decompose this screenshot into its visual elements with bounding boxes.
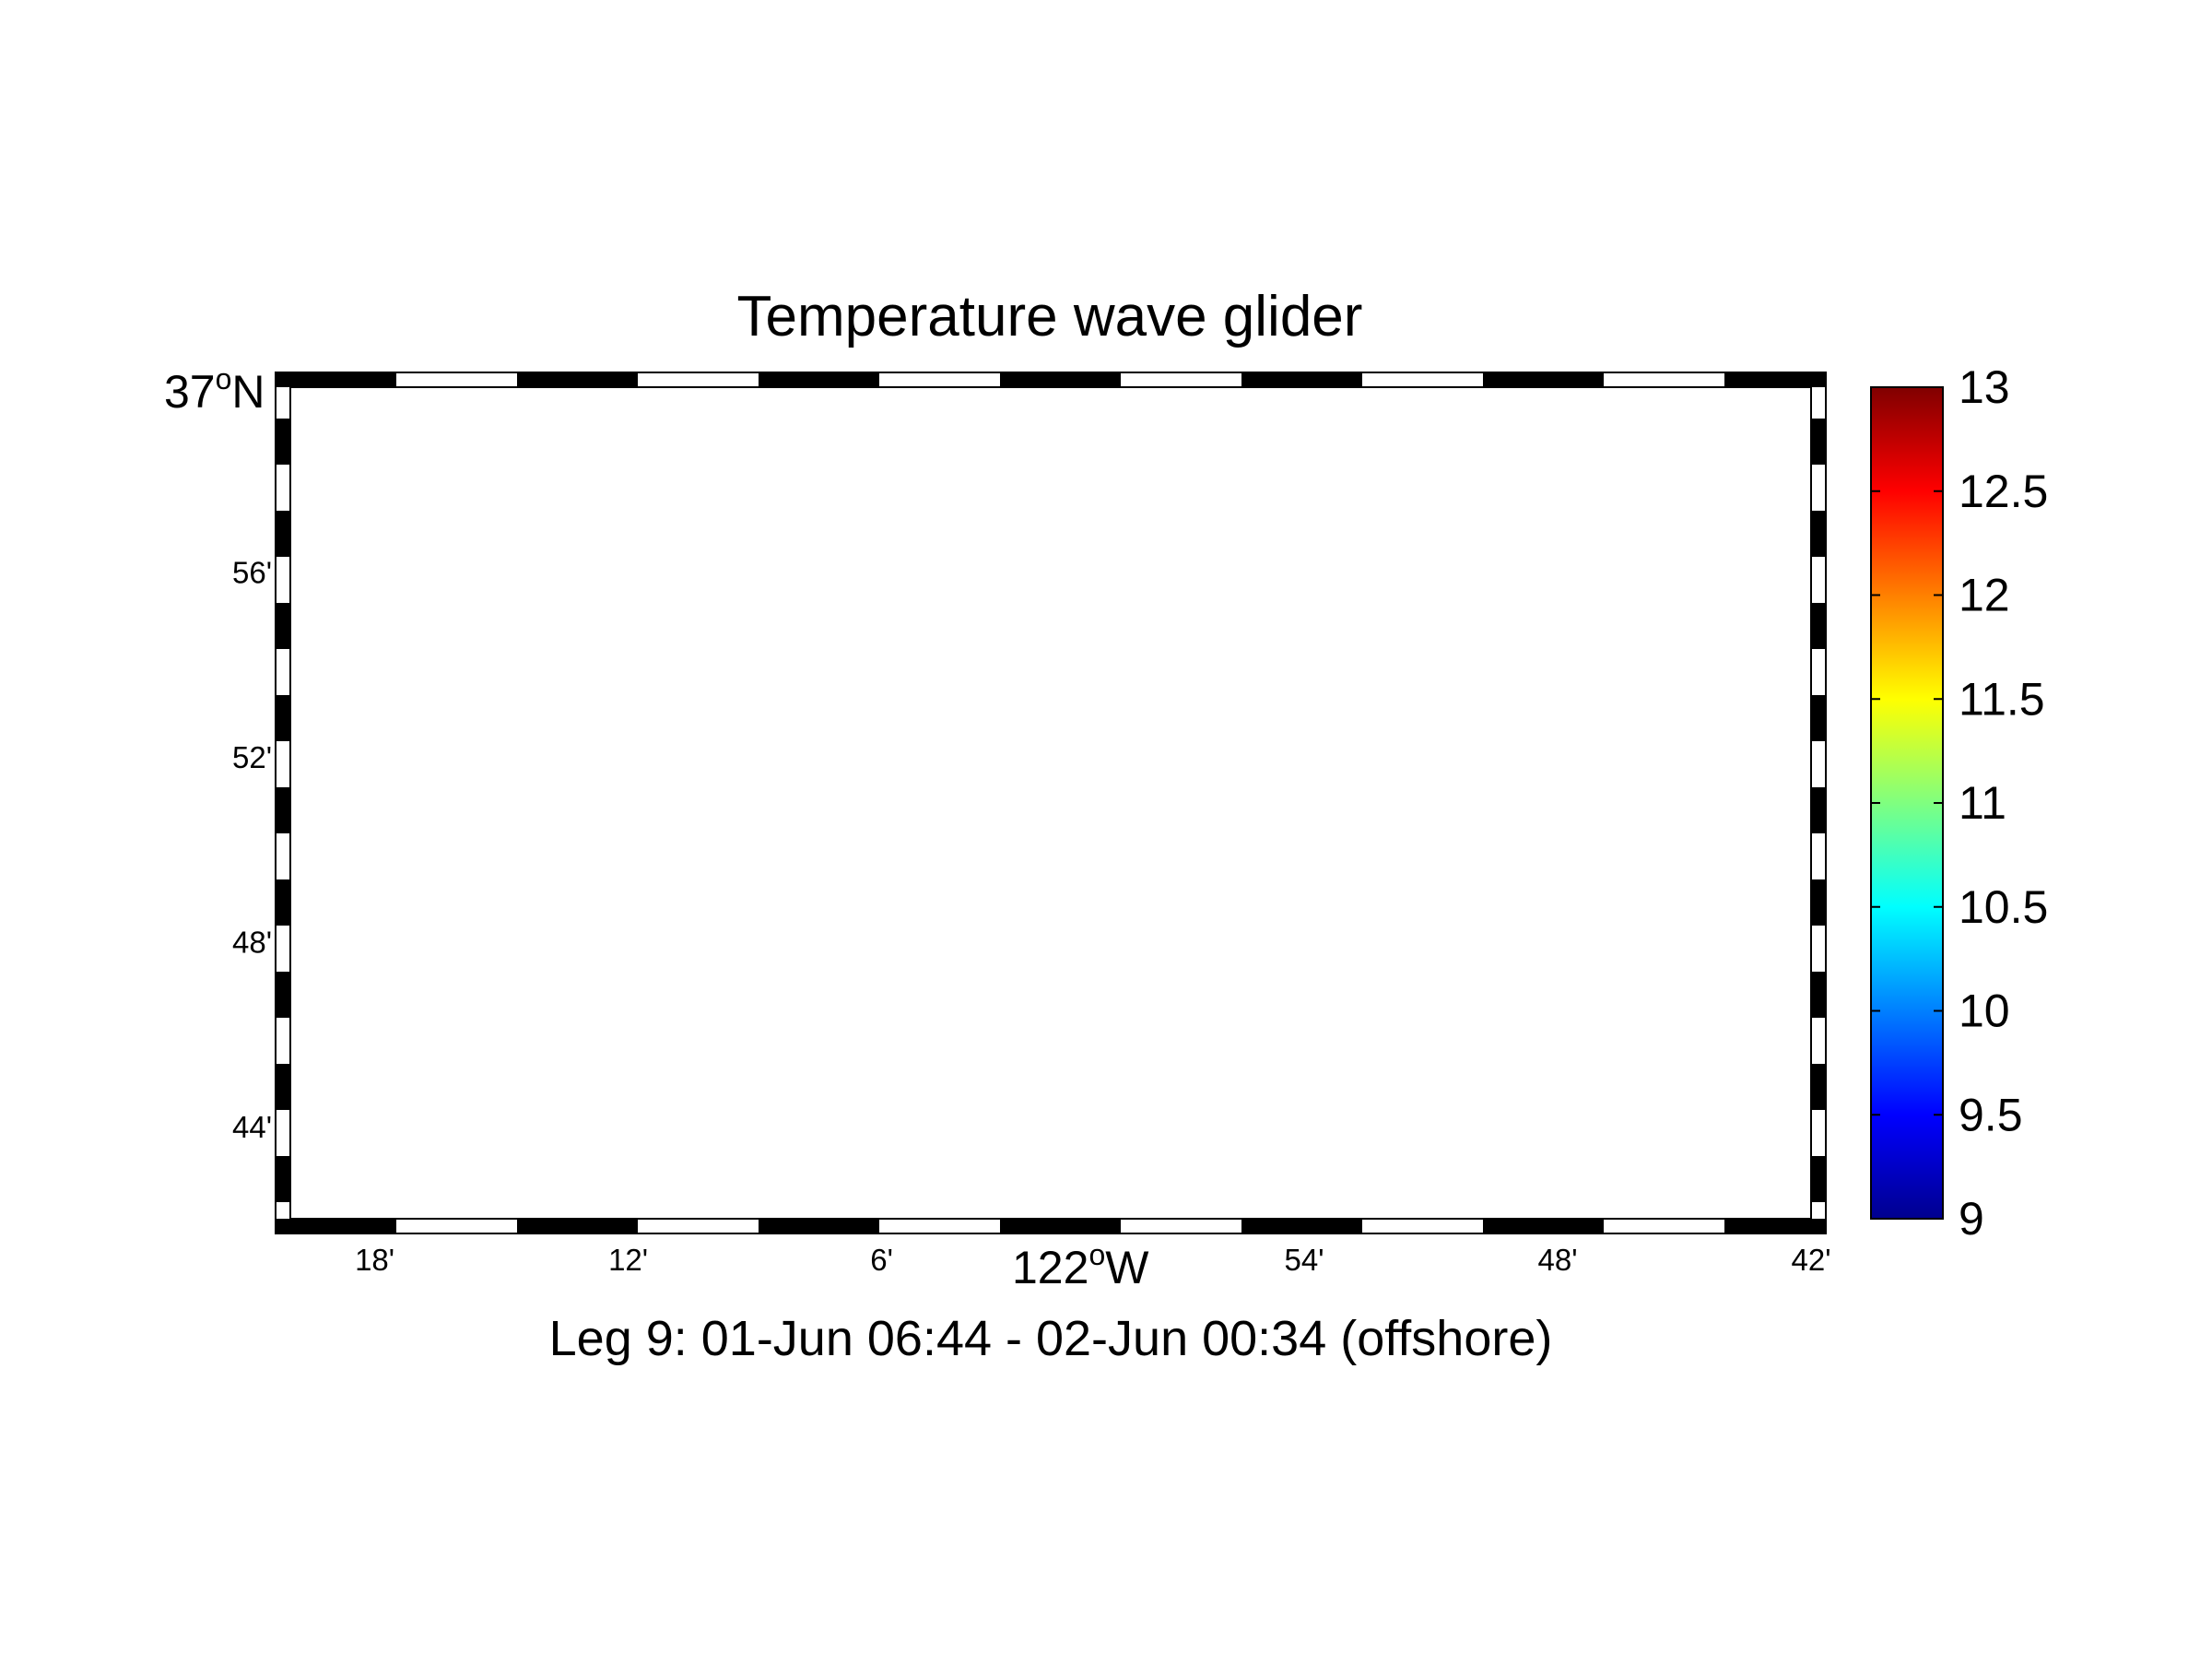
- frame-seg-right-3: [1811, 511, 1826, 557]
- x-tick-labels: 18' 12' 6' 54' 48' 42': [355, 1243, 1830, 1277]
- frame-seg-top-5: [1483, 372, 1604, 387]
- lon-degree-label: 122oW: [1012, 1238, 1149, 1293]
- frame-seg-top-4: [1241, 372, 1362, 387]
- frame-seg-bottom-2: [759, 1219, 879, 1233]
- frame-seg-left-3: [276, 511, 290, 557]
- x-tick-label-0: 18': [355, 1243, 394, 1277]
- frame-inner: [289, 386, 1812, 1220]
- frame-seg-right-9: [1811, 787, 1826, 833]
- frame-seg-right-5: [1811, 603, 1826, 649]
- frame-seg-left-5: [276, 603, 290, 649]
- colorbar-gradient: [1870, 386, 1944, 1220]
- colorbar-tick-label-3: 11.5: [1959, 673, 2045, 725]
- frame-seg-left-11: [276, 879, 290, 926]
- frame-seg-bottom-5: [1483, 1219, 1604, 1233]
- frame-seg-bottom-0: [276, 1219, 396, 1233]
- frame-seg-top-3: [1000, 372, 1121, 387]
- frame-seg-top-0: [276, 372, 396, 387]
- colorbar-tick-label-1: 12.5: [1959, 466, 2048, 517]
- y-tick-label-3: 44': [232, 1110, 272, 1144]
- frame-seg-top-1: [517, 372, 638, 387]
- colorbar-tick-label-0: 13: [1959, 361, 2010, 413]
- colorbar-tick-label-7: 9.5: [1959, 1089, 2023, 1140]
- frame-seg-left-1: [276, 419, 290, 465]
- frame-seg-top-2: [759, 372, 879, 387]
- y-tick-label-0: 56': [232, 556, 272, 590]
- map-title: Temperature wave glider: [737, 285, 1363, 348]
- colorbar-tick-label-8: 9: [1959, 1193, 1984, 1245]
- frame-seg-left-17: [276, 1156, 290, 1202]
- frame-outer: [275, 372, 1827, 1234]
- map-axes: 18' 12' 6' 54' 48' 42' 56' 52' 48' 44': [232, 372, 1831, 1277]
- colorbar: 13 12.5 12 11.5 11 10.5 10 9.5 9: [1870, 361, 2048, 1245]
- frame-seg-bottom-1: [517, 1219, 638, 1233]
- colorbar-tick-label-6: 10: [1959, 985, 2010, 1037]
- frame-seg-bottom-6: [1724, 1219, 1826, 1233]
- x-tick-label-2: 6': [870, 1243, 893, 1277]
- frame-seg-left-7: [276, 695, 290, 741]
- frame-seg-bottom-3: [1000, 1219, 1121, 1233]
- lat-degree-label: 37oN: [164, 362, 265, 418]
- frame-seg-right-11: [1811, 879, 1826, 926]
- x-tick-label-3: 54': [1284, 1243, 1324, 1277]
- frame-seg-right-17: [1811, 1156, 1826, 1202]
- x-tick-label-4: 48': [1537, 1243, 1577, 1277]
- colorbar-ticks: 13 12.5 12 11.5 11 10.5 10 9.5 9: [1871, 361, 2048, 1245]
- frame-seg-top-6: [1724, 372, 1826, 387]
- checkered-map-frame: [275, 372, 1827, 1234]
- y-tick-labels: 56' 52' 48' 44': [232, 556, 272, 1144]
- colorbar-tick-label-2: 12: [1959, 570, 2010, 621]
- frame-seg-left-9: [276, 787, 290, 833]
- frame-seg-right-1: [1811, 419, 1826, 465]
- frame-seg-bottom-4: [1241, 1219, 1362, 1233]
- colorbar-tick-label-4: 11: [1959, 777, 2006, 829]
- colorbar-tick-label-5: 10.5: [1959, 881, 2048, 933]
- map-caption: Leg 9: 01-Jun 06:44 - 02-Jun 00:34 (offs…: [549, 1311, 1553, 1366]
- y-tick-label-1: 52': [232, 740, 272, 774]
- frame-seg-right-7: [1811, 695, 1826, 741]
- x-tick-label-1: 12': [608, 1243, 648, 1277]
- frame-seg-left-13: [276, 972, 290, 1018]
- x-tick-label-5: 42': [1791, 1243, 1830, 1277]
- frame-seg-right-15: [1811, 1064, 1826, 1110]
- frame-seg-left-15: [276, 1064, 290, 1110]
- frame-seg-right-13: [1811, 972, 1826, 1018]
- y-tick-label-2: 48': [232, 925, 272, 959]
